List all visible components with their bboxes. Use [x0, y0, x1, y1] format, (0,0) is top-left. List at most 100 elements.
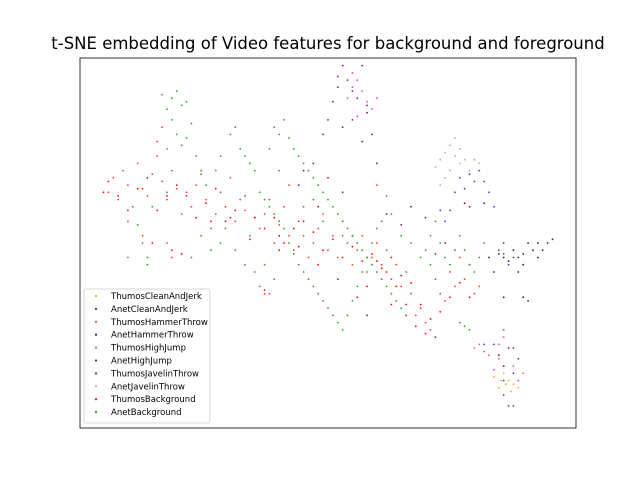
point-AnetBackground-63 [307, 278, 310, 281]
point-ThumosBackground-45 [249, 238, 251, 241]
point-ThumosHammerThrow-6 [136, 162, 139, 165]
point-ThumosHammerThrow-4 [127, 184, 129, 187]
point-ThumosHammerThrow-54 [371, 256, 373, 259]
point-AnetCleanAndJerk-5 [463, 202, 466, 205]
point-ThumosHammerThrow-62 [410, 292, 412, 295]
point-ThumosBackground-41 [180, 253, 183, 255]
point-AnetBackground-83 [449, 263, 451, 266]
point-ThumosHammerThrow-90 [385, 195, 388, 197]
point-AnetBackground-75 [366, 256, 368, 259]
point-ThumosHammerThrow-77 [156, 140, 159, 143]
point-AnetBackground-104 [341, 234, 344, 237]
point-AnetBackground-84 [454, 249, 456, 252]
point-ThumosCleanAndJerk-8 [500, 379, 503, 382]
point-AnetHighJump-3 [351, 90, 354, 92]
point-ThumosBackground-43 [278, 249, 281, 252]
point-ThumosJavelinThrow-6 [468, 173, 471, 176]
point-AnetHighJump-16 [497, 354, 500, 357]
point-ThumosHighJump-8 [356, 115, 359, 118]
point-ThumosHammerThrow-1 [112, 176, 115, 179]
point-AnetCleanAndJerk-6 [468, 205, 471, 208]
point-AnetBackground-106 [390, 213, 393, 215]
point-ThumosHammerThrow-32 [263, 213, 266, 215]
point-AnetHammerThrow-4 [517, 256, 520, 259]
point-AnetBackground-102 [312, 198, 315, 201]
point-ThumosJavelinThrow-20 [512, 405, 515, 407]
point-AnetBackground-11 [180, 144, 183, 147]
point-AnetCleanAndJerk-11 [400, 224, 403, 226]
point-ThumosHammerThrow-60 [400, 285, 403, 288]
point-ThumosBackground-53 [395, 285, 398, 288]
point-AnetBackground-37 [332, 205, 334, 208]
point-ThumosBackground-2 [117, 195, 120, 197]
point-AnetBackground-32 [307, 169, 310, 172]
point-ThumosHighJump-11 [497, 357, 500, 360]
legend-label-AnetBackground: AnetBackground [111, 408, 181, 418]
point-AnetJavelinThrow-2 [444, 151, 446, 154]
point-AnetHammerThrow-16 [488, 256, 490, 259]
point-ThumosJavelinThrow-15 [512, 256, 515, 259]
point-ThumosJavelinThrow-12 [497, 249, 500, 252]
point-AnetBackground-7 [175, 133, 178, 136]
point-ThumosHammerThrow-39 [297, 220, 300, 223]
point-ThumosHammerThrow-5 [131, 205, 134, 208]
point-ThumosHighJump-3 [361, 90, 364, 92]
point-ThumosHammerThrow-25 [229, 176, 232, 179]
point-AnetHighJump-8 [332, 100, 334, 103]
point-AnetCleanAndJerk-1 [312, 162, 315, 165]
legend-label-AnetHammerThrow: AnetHammerThrow [111, 331, 194, 341]
point-AnetHammerThrow-7 [532, 249, 534, 252]
point-ThumosHammerThrow-70 [449, 271, 451, 273]
point-AnetHighJump-7 [336, 86, 339, 89]
point-AnetJavelinThrow-11 [449, 169, 451, 172]
legend-label-ThumosHighJump: ThumosHighJump [110, 344, 186, 354]
series-ThumosJavelinThrow [439, 169, 520, 407]
point-ThumosBackground-32 [410, 281, 412, 284]
point-ThumosHammerThrow-72 [458, 256, 461, 259]
point-ThumosBackground-60 [263, 289, 266, 291]
legend-marker-ThumosJavelinThrow [94, 372, 98, 375]
point-AnetBackground-73 [356, 285, 359, 288]
point-ThumosBackground-46 [297, 245, 300, 248]
point-ThumosHammerThrow-11 [161, 180, 164, 183]
point-AnetBackground-119 [273, 278, 276, 281]
point-AnetHighJump-13 [366, 111, 368, 114]
scatter-points [102, 64, 554, 407]
point-ThumosHighJump-2 [356, 79, 359, 81]
point-ThumosHammerThrow-79 [127, 220, 129, 223]
point-AnetCleanAndJerk-9 [366, 314, 368, 317]
legend-marker-ThumosBackground [94, 398, 98, 401]
legend-label-ThumosHammerThrow: ThumosHammerThrow [110, 318, 208, 328]
legend-marker-AnetHammerThrow [94, 333, 98, 336]
point-AnetBackground-19 [146, 263, 149, 266]
point-ThumosHammerThrow-44 [322, 213, 324, 215]
point-ThumosCleanAndJerk-0 [502, 372, 505, 375]
point-ThumosHammerThrow-2 [117, 198, 120, 201]
point-ThumosBackground-29 [380, 267, 383, 270]
legend-label-AnetCleanAndJerk: AnetCleanAndJerk [111, 305, 188, 315]
point-ThumosBackground-50 [366, 285, 368, 288]
point-AnetBackground-85 [458, 234, 461, 237]
point-ThumosHammerThrow-59 [395, 263, 398, 266]
point-ThumosHammerThrow-68 [439, 292, 442, 295]
point-AnetBackground-78 [424, 249, 427, 252]
point-ThumosHighJump-13 [517, 379, 520, 382]
point-AnetBackground-38 [336, 213, 339, 215]
point-ThumosJavelinThrow-14 [507, 263, 510, 266]
point-ThumosHammerThrow-34 [273, 242, 276, 244]
point-ThumosBackground-36 [449, 296, 451, 299]
point-AnetBackground-25 [273, 126, 276, 129]
point-AnetBackground-47 [380, 278, 383, 281]
point-ThumosBackground-23 [322, 249, 324, 252]
point-ThumosJavelinThrow-8 [478, 169, 481, 172]
point-AnetCleanAndJerk-10 [385, 213, 388, 215]
point-AnetJavelinThrow-1 [439, 158, 442, 161]
point-ThumosHammerThrow-45 [327, 249, 329, 252]
point-AnetBackground-95 [229, 133, 232, 136]
point-AnetBackground-68 [332, 314, 334, 317]
point-ThumosHammerThrow-67 [434, 278, 437, 281]
point-AnetCleanAndJerk-0 [302, 169, 305, 172]
series-AnetHighJump [322, 64, 515, 375]
point-AnetHammerThrow-9 [546, 242, 549, 244]
point-ThumosHammerThrow-10 [156, 155, 159, 158]
